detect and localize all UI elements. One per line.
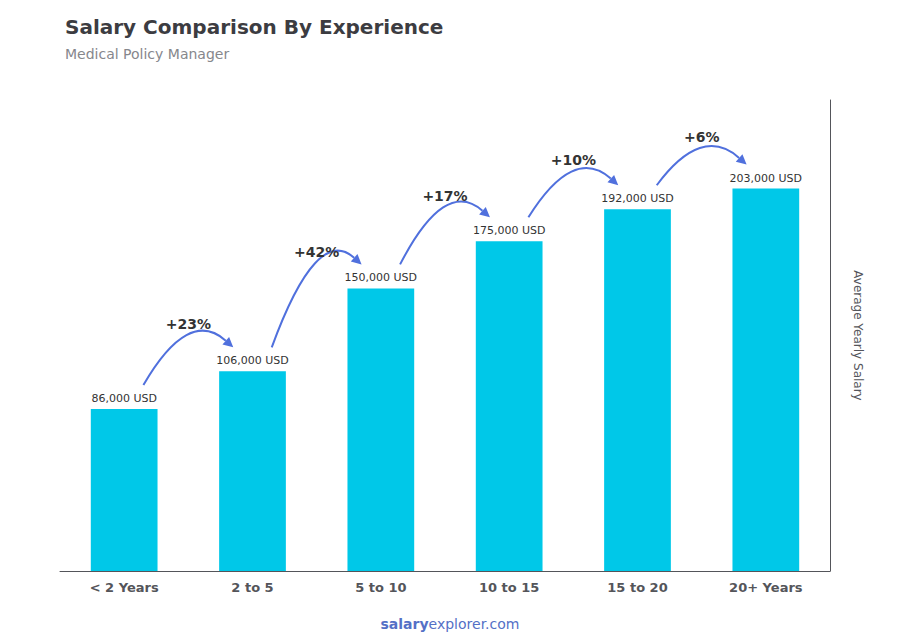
svg-text:+10%: +10% xyxy=(551,152,596,168)
svg-text:explorer.com: explorer.com xyxy=(429,616,520,632)
svg-text:+42%: +42% xyxy=(294,244,339,260)
svg-text:+6%: +6% xyxy=(684,129,720,145)
svg-text:203,000 USD: 203,000 USD xyxy=(730,172,803,185)
svg-text:Average Yearly Salary: Average Yearly Salary xyxy=(851,270,865,400)
svg-text:5 to 10: 5 to 10 xyxy=(355,580,406,595)
svg-text:2 to 5: 2 to 5 xyxy=(231,580,273,595)
svg-text:Salary Comparison By Experienc: Salary Comparison By Experience xyxy=(65,15,443,39)
svg-text:150,000 USD: 150,000 USD xyxy=(345,271,418,284)
svg-text:+17%: +17% xyxy=(422,188,467,204)
svg-text:+23%: +23% xyxy=(166,316,211,332)
svg-text:20+ Years: 20+ Years xyxy=(729,580,803,595)
svg-text:192,000 USD: 192,000 USD xyxy=(601,192,674,205)
svg-text:10 to 15: 10 to 15 xyxy=(479,580,539,595)
svg-text:86,000 USD: 86,000 USD xyxy=(91,392,157,405)
svg-text:< 2 Years: < 2 Years xyxy=(90,580,159,595)
svg-text:106,000 USD: 106,000 USD xyxy=(216,354,289,367)
svg-text:15 to 20: 15 to 20 xyxy=(607,580,667,595)
svg-text:175,000 USD: 175,000 USD xyxy=(473,224,546,237)
svg-text:Medical Policy Manager: Medical Policy Manager xyxy=(65,46,229,62)
svg-text:salary: salary xyxy=(381,616,429,632)
